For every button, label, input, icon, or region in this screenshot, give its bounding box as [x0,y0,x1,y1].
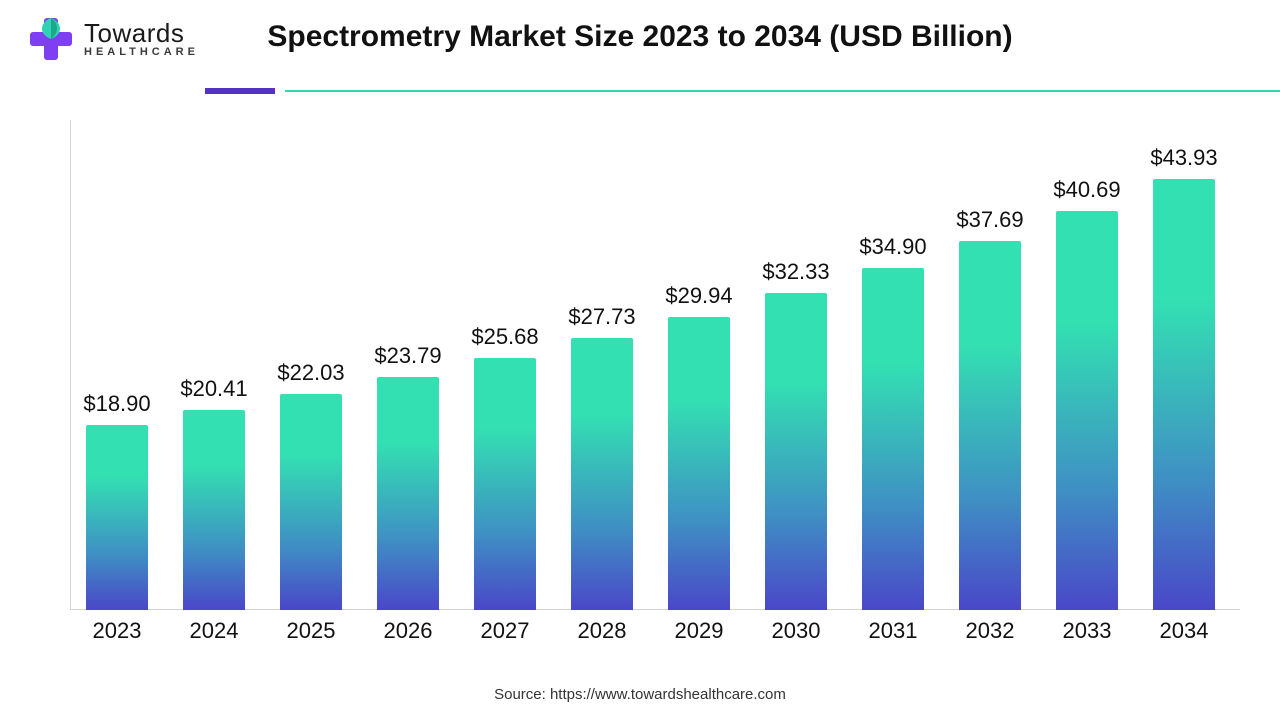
bar-fill [183,410,245,610]
underline-teal [285,90,1280,92]
title-underline [205,88,1280,94]
bar: $34.90 [862,268,924,610]
bar: $37.69 [959,241,1021,610]
value-label: $22.03 [277,360,344,386]
value-label: $40.69 [1053,177,1120,203]
value-label: $25.68 [471,324,538,350]
x-tick-label: 2033 [1063,618,1112,644]
header: Towards HEALTHCARE Spectrometry Market S… [0,12,1280,82]
x-tick-label: 2029 [675,618,724,644]
bars-container: $18.90 $20.41 $22.03 $23.79 $25.68 $27.73 $29.… [70,120,1240,610]
x-tick-label: 2027 [481,618,530,644]
value-label: $32.33 [762,259,829,285]
value-label: $27.73 [568,304,635,330]
bar-fill [86,425,148,610]
value-label: $43.93 [1150,145,1217,171]
value-label: $20.41 [180,376,247,402]
bar: $23.79 [377,377,439,610]
underline-purple [205,88,275,94]
page: Towards HEALTHCARE Spectrometry Market S… [0,0,1280,720]
bar-fill [1153,179,1215,610]
x-tick-label: 2024 [190,618,239,644]
bar: $43.93 [1153,179,1215,610]
bar: $18.90 [86,425,148,610]
bar: $29.94 [668,317,730,610]
bar: $27.73 [571,338,633,610]
bar: $32.33 [765,293,827,610]
bar-fill [862,268,924,610]
bar-fill [474,358,536,610]
bar: $20.41 [183,410,245,610]
bar-chart: $18.90 $20.41 $22.03 $23.79 $25.68 $27.73 $29.… [70,120,1240,680]
bar-fill [377,377,439,610]
bar-fill [668,317,730,610]
value-label: $34.90 [859,234,926,260]
bar-fill [959,241,1021,610]
source-line: Source: https://www.towardshealthcare.co… [0,686,1280,703]
x-tick-label: 2032 [966,618,1015,644]
x-tick-label: 2023 [93,618,142,644]
x-tick-label: 2026 [384,618,433,644]
plot-area: $18.90 $20.41 $22.03 $23.79 $25.68 $27.73 $29.… [70,120,1240,610]
bar-fill [280,394,342,610]
x-tick-label: 2028 [578,618,627,644]
value-label: $18.90 [83,391,150,417]
bar: $25.68 [474,358,536,610]
x-labels: 2023 2024 2025 2026 2027 2028 2029 2030 2031 2032… [70,618,1240,648]
bar-fill [571,338,633,610]
x-tick-label: 2030 [772,618,821,644]
bar-fill [1056,211,1118,610]
x-tick-label: 2031 [869,618,918,644]
bar-fill [765,293,827,610]
value-label: $29.94 [665,283,732,309]
value-label: $23.79 [374,343,441,369]
bar: $22.03 [280,394,342,610]
x-tick-label: 2025 [287,618,336,644]
x-tick-label: 2034 [1160,618,1209,644]
value-label: $37.69 [956,207,1023,233]
chart-title: Spectrometry Market Size 2023 to 2034 (U… [0,20,1280,54]
bar: $40.69 [1056,211,1118,610]
